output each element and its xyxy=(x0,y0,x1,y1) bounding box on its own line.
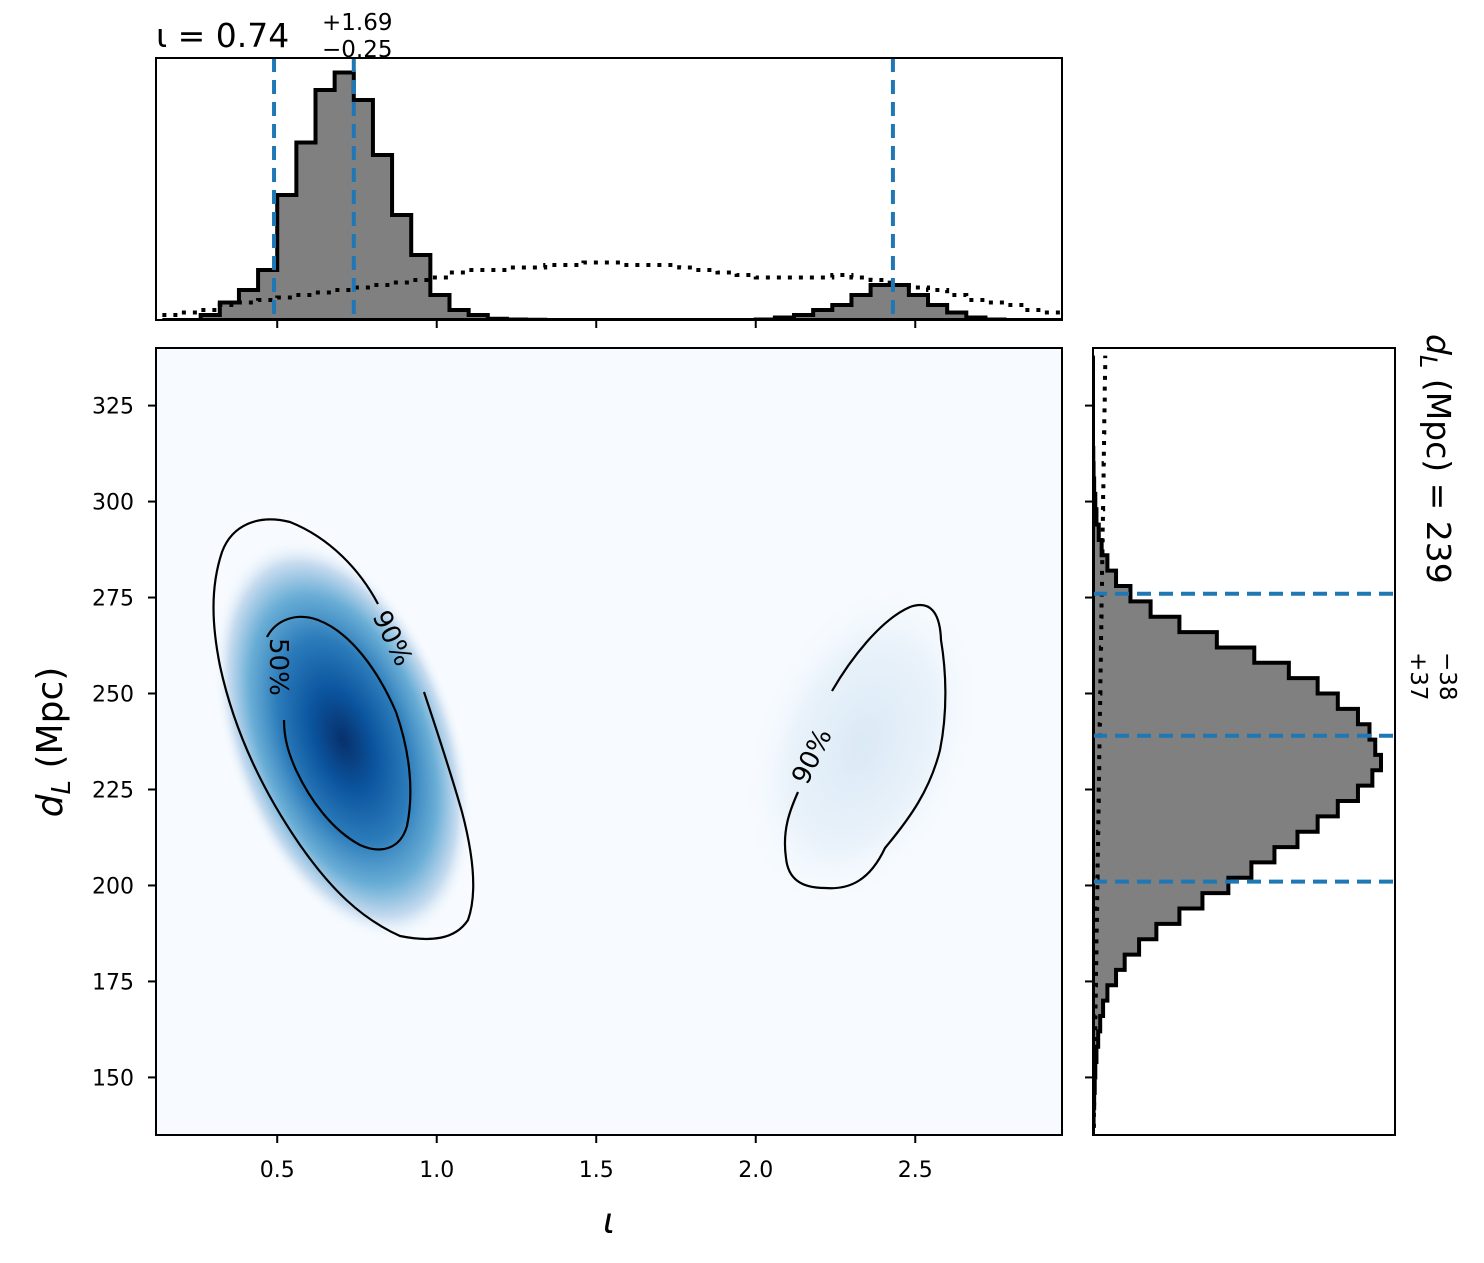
joint-panel-ticks: 0.5 1.0 1.5 2.0 2.5 150 175 200 225 250 275 300 325 xyxy=(92,395,933,1183)
x-tick-label: 1.0 xyxy=(419,1158,454,1183)
y-tick-label: 175 xyxy=(92,970,134,995)
top-panel-ticks xyxy=(276,320,917,328)
y-tick-label: 250 xyxy=(92,683,134,708)
secondary-90-contour xyxy=(783,604,947,890)
right-panel-ticks xyxy=(1085,404,1093,1079)
right-marginal-panel: dL (Mpc) = 239 +37 −38 xyxy=(1085,334,1460,1136)
y-tick-label: 300 xyxy=(92,491,134,516)
iota-prior-dotted-line xyxy=(162,260,1062,317)
secondary-mode-density xyxy=(740,577,984,913)
y-tick-label: 225 xyxy=(92,778,134,803)
y-axis-title: dL (Mpc) xyxy=(30,667,77,818)
iota-posterior-histogram xyxy=(162,70,1062,320)
right-panel-frame xyxy=(1092,347,1396,1136)
primary-50-contour xyxy=(266,615,412,851)
x-tick-label: 1.5 xyxy=(579,1158,614,1183)
joint-panel-frame xyxy=(155,347,1063,1136)
dL-title: dL (Mpc) = 239 xyxy=(1414,334,1458,584)
top-panel-frame xyxy=(155,57,1063,321)
primary-90-contour xyxy=(212,518,475,941)
iota-title-lower: −0.25 xyxy=(322,37,392,63)
y-tick-label: 150 xyxy=(92,1066,134,1091)
dL-posterior-histogram xyxy=(1093,355,1383,1135)
dL-title-upper: +37 xyxy=(1405,652,1431,701)
x-axis-title: ι xyxy=(603,1201,615,1242)
x-tick-label: 2.0 xyxy=(738,1158,773,1183)
joint-panel: 90% 50% 90% 0.5 1.0 1.5 2.0 2.51501752002252… xyxy=(30,347,1063,1242)
iota-title-upper: +1.69 xyxy=(322,10,392,36)
y-tick-label: 200 xyxy=(92,874,134,899)
dL-quantile-lines xyxy=(1093,591,1395,884)
x-tick-label: 2.5 xyxy=(898,1158,933,1183)
iota-title: ι = 0.74 xyxy=(156,16,289,55)
primary-mode-density xyxy=(213,538,473,942)
dL-title-lower: −38 xyxy=(1434,652,1460,701)
x-tick-label: 0.5 xyxy=(260,1158,295,1183)
y-tick-label: 325 xyxy=(92,395,134,420)
y-tick-label: 275 xyxy=(92,587,134,612)
top-marginal-panel: ι = 0.74 +1.69 −0.25 xyxy=(155,10,1063,328)
contour-label-50-primary: 50% xyxy=(263,638,293,696)
